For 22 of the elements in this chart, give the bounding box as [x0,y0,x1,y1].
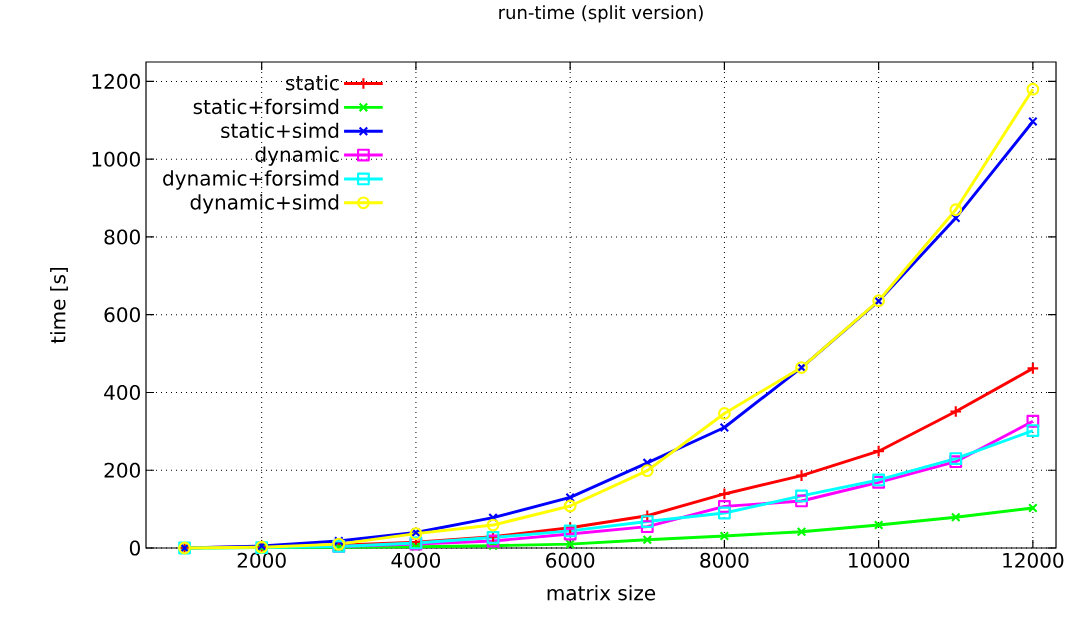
chart-title: run-time (split version) [499,5,703,23]
x-tick-label: 10000 [849,552,910,568]
x-tick-label: 2000 [237,552,286,568]
x-tick-label: 6000 [546,552,595,568]
y-tick-label: 200 [104,462,140,478]
y-tick-label: 1200 [92,73,140,90]
x-tick-label: 12000 [1003,552,1064,568]
legend-label: dynamic+simd [190,194,339,214]
legend-label: dynamic [255,146,339,166]
legend-label: static [286,74,339,91]
legend-label: static+forsimd [193,98,339,115]
x-axis-title: matrix size [547,585,656,601]
x-tick-label: 8000 [700,552,749,568]
y-tick-label: 800 [104,229,140,245]
y-tick-label: 0 [129,540,140,556]
y-tick-label: 1000 [92,151,140,167]
y-tick-label: 400 [104,384,140,401]
legend-label: static+simd [221,122,339,139]
y-tick-label: 600 [104,307,140,323]
y-axis-title: time [s] [50,267,68,344]
legend-label: dynamic+forsimd [163,170,339,190]
x-tick-label: 4000 [391,552,441,568]
